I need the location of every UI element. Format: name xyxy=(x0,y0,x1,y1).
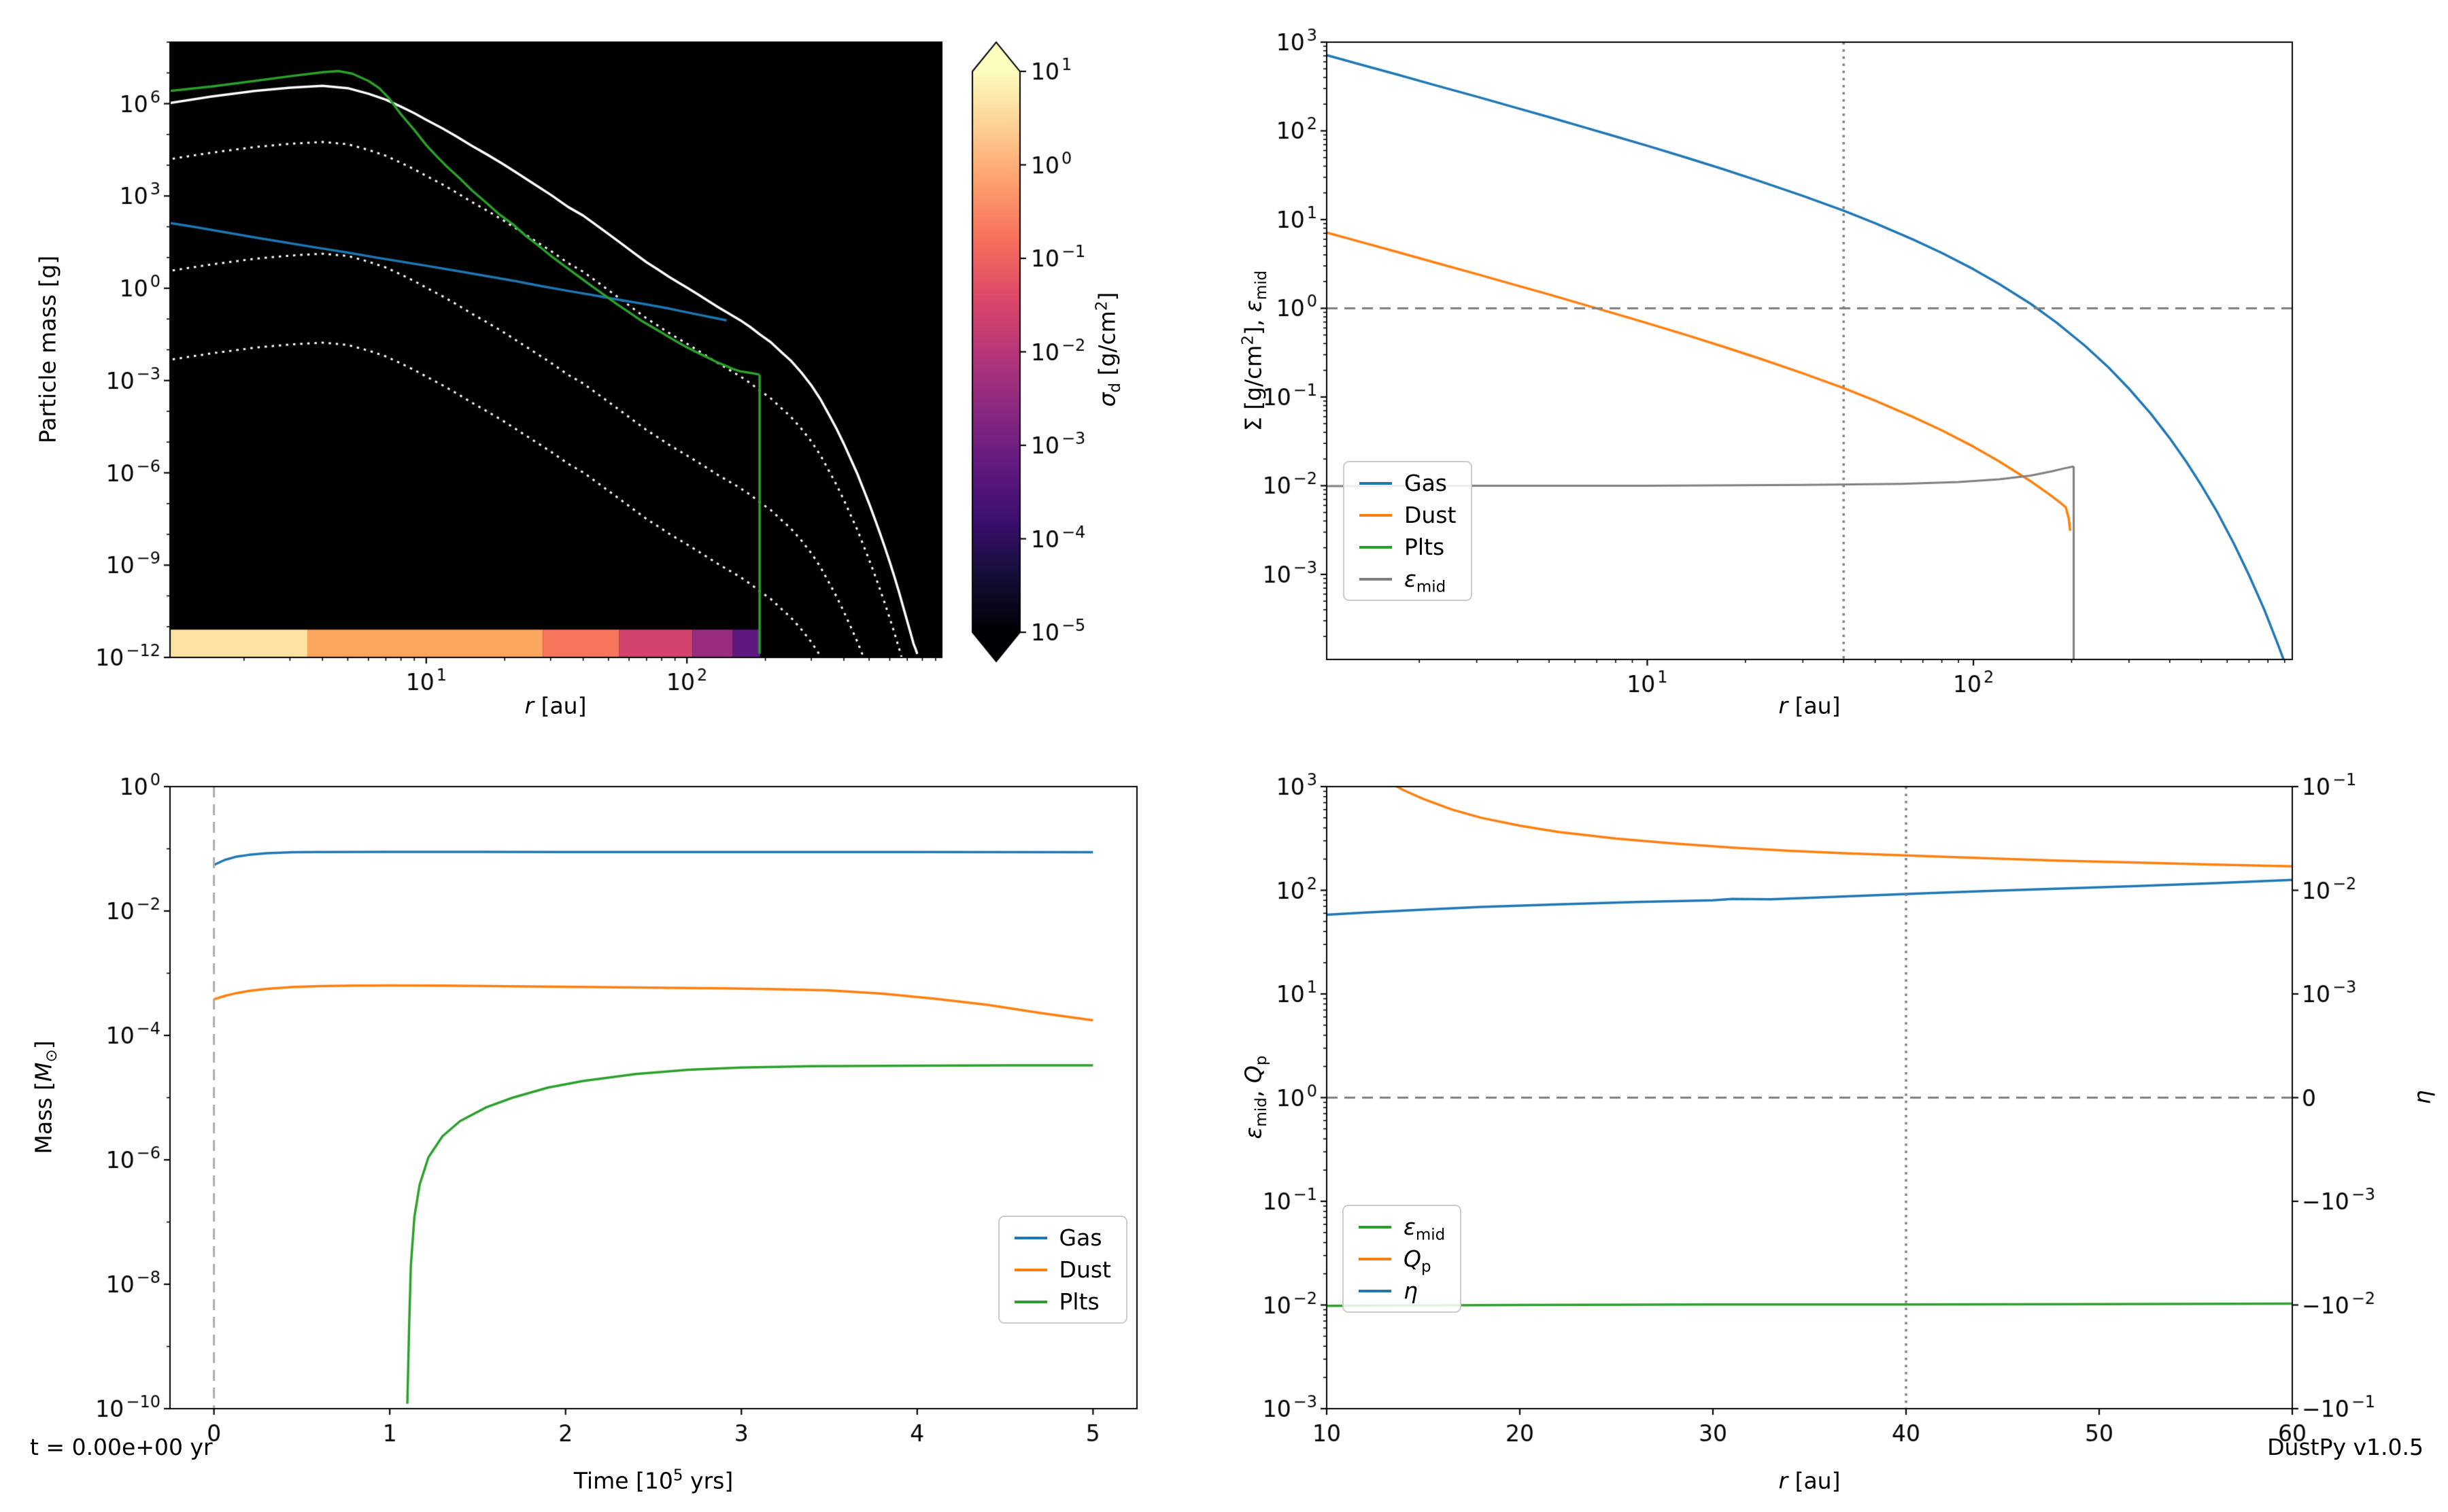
legend-item-gas: Gas xyxy=(1359,472,1456,494)
legend-item-gas: Gas xyxy=(1014,1224,1111,1251)
p1-xlabel: r [au] xyxy=(524,692,587,719)
p4-ylabel-right: η xyxy=(2409,1090,2436,1105)
legend-panel4: εmid Qp η xyxy=(1342,1205,1462,1313)
legend-line-icon xyxy=(1014,1268,1047,1271)
legend-line-icon xyxy=(1359,1289,1391,1292)
p2-xlabel: r [au] xyxy=(1778,692,1841,719)
legend-line-icon xyxy=(1359,513,1392,517)
legend-label: Plts xyxy=(1404,534,1445,560)
legend-item-qp: Qp xyxy=(1359,1245,1445,1276)
legend-label: Gas xyxy=(1404,470,1447,496)
legend-item-eps-mid: εmid xyxy=(1359,1214,1446,1244)
p2-ylabel: Σ [g/cm2], εmid xyxy=(1239,270,1271,432)
p4-ylabel-left: εmid, Qp xyxy=(1240,1055,1271,1139)
legend-panel3: Gas Dust Plts xyxy=(998,1216,1127,1324)
legend-label: εmid xyxy=(1404,1214,1446,1244)
legend-line-icon xyxy=(1359,481,1392,485)
legend-item-plts: Plts xyxy=(1014,1288,1111,1315)
legend-label: Gas xyxy=(1059,1224,1102,1251)
legend-line-icon xyxy=(1359,1225,1391,1228)
legend-panel2: Gas Dust Plts εmid xyxy=(1343,461,1473,601)
legend-item-dust: Dust xyxy=(1014,1256,1111,1283)
legend-line-icon xyxy=(1359,545,1392,549)
legend-label: εmid xyxy=(1404,566,1446,596)
version-label: DustPy v1.0.5 xyxy=(2267,1434,2424,1460)
legend-item-eps-mid: εmid xyxy=(1359,566,1456,596)
p4-xlabel: r [au] xyxy=(1778,1467,1841,1494)
p3-ylabel: Mass [M⊙] xyxy=(30,1040,61,1154)
legend-label: Qp xyxy=(1404,1245,1431,1276)
legend-item-plts: Plts xyxy=(1359,536,1456,558)
p1-ylabel: Particle mass [g] xyxy=(34,255,61,444)
legend-label: Dust xyxy=(1059,1256,1111,1283)
legend-line-icon xyxy=(1014,1300,1047,1303)
time-label: t = 0.00e+00 yr xyxy=(30,1434,213,1460)
legend-line-icon xyxy=(1014,1236,1047,1239)
legend-label: Plts xyxy=(1059,1288,1100,1315)
legend-label: Dust xyxy=(1404,502,1457,528)
legend-item-dust: Dust xyxy=(1359,504,1456,526)
legend-line-icon xyxy=(1359,577,1392,581)
p3-xlabel: Time [105 yrs] xyxy=(573,1466,734,1494)
legend-label: η xyxy=(1404,1277,1418,1304)
colorbar-label: σd [g/cm2] xyxy=(1093,292,1125,407)
legend-line-icon xyxy=(1359,1257,1391,1260)
legend-item-eta: η xyxy=(1359,1279,1445,1302)
